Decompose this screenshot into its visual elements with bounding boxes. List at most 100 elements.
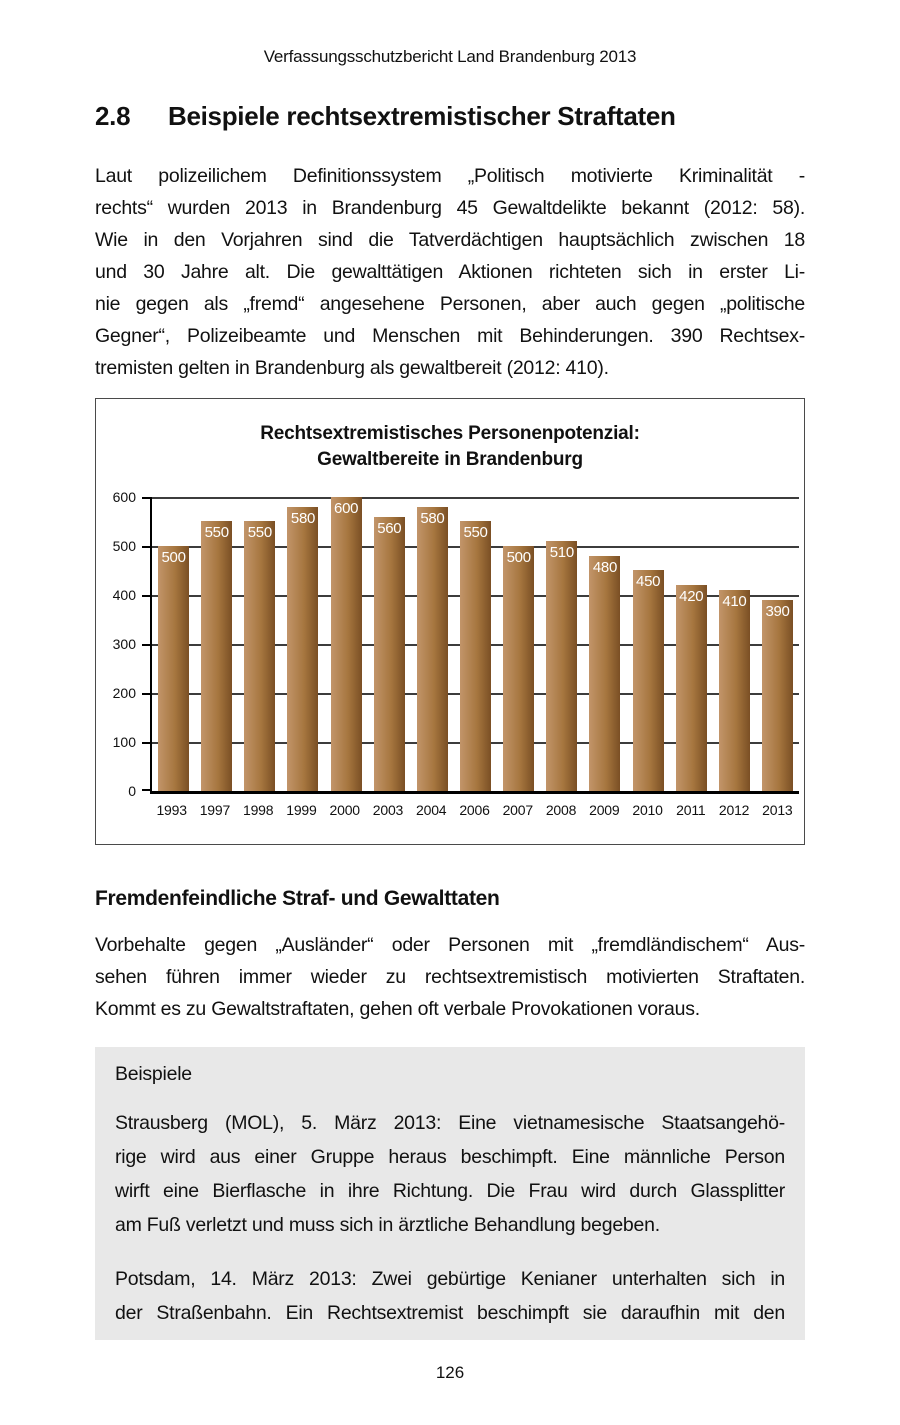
x-axis-tick-label: 2007 bbox=[502, 802, 534, 818]
bar-slot: 550 bbox=[454, 497, 497, 791]
bar-value-label: 510 bbox=[549, 544, 574, 561]
chart-title-line1: Rechtsextremistisches Personenpotenzial: bbox=[260, 423, 640, 444]
chart-y-axis-labels: 0 100 200 300 400 500 600 bbox=[96, 489, 150, 799]
y-axis-tick-mark bbox=[142, 693, 150, 695]
y-axis-tick-mark bbox=[142, 742, 150, 744]
bar-slot: 510 bbox=[540, 497, 583, 791]
bar-2004: 580 bbox=[416, 507, 448, 791]
y-axis-tick-mark bbox=[142, 595, 150, 597]
y-axis-tick-mark bbox=[142, 497, 150, 499]
y-axis-tick-label: 0 bbox=[128, 783, 136, 799]
text-line: der Straßenbahn. Ein Rechtsextremist bes… bbox=[115, 1302, 785, 1324]
bar-value-label: 550 bbox=[463, 524, 488, 541]
bar-value-label: 500 bbox=[161, 549, 186, 566]
x-axis-tick-label: 2012 bbox=[718, 802, 750, 818]
bar-value-label: 550 bbox=[247, 524, 272, 541]
bar-2011: 420 bbox=[675, 585, 707, 791]
chart-plot: 500 550 550 580 600 560 580 550 500 510 480 450 420 4… bbox=[150, 497, 799, 794]
bar-slot: 390 bbox=[756, 497, 799, 791]
x-axis-tick-label: 2006 bbox=[459, 802, 490, 818]
y-axis-tick-mark bbox=[142, 546, 150, 548]
bar-value-label: 550 bbox=[204, 524, 229, 541]
bar-2000: 600 bbox=[330, 497, 362, 791]
bar-slot: 410 bbox=[713, 497, 756, 791]
examples-box-paragraphs: Strausberg (MOL), 5. März 2013: Eine vie… bbox=[115, 1106, 785, 1330]
examples-box-title: Beispiele bbox=[115, 1063, 192, 1085]
text-line: tremisten gelten in Brandenburg als gewa… bbox=[95, 357, 609, 379]
page-header: Verfassungsschutzbericht Land Brandenbur… bbox=[263, 47, 637, 66]
gridline bbox=[152, 497, 799, 499]
y-axis-tick-label: 500 bbox=[112, 538, 136, 554]
bar-slot: 420 bbox=[670, 497, 713, 791]
x-axis-tick-label: 2011 bbox=[676, 802, 706, 818]
text-line: Wie in den Vorjahren sind die Tatverdäch… bbox=[95, 229, 805, 251]
text-line: wirft eine Bierflasche in ihre Richtung.… bbox=[115, 1180, 785, 1202]
bar-1997: 550 bbox=[201, 521, 233, 791]
bar-value-label: 450 bbox=[636, 573, 661, 590]
x-axis-tick-label: 2013 bbox=[762, 802, 793, 818]
bar-slot: 580 bbox=[411, 497, 454, 791]
y-axis-tick-label: 600 bbox=[112, 489, 136, 505]
chart-title: Rechtsextremistisches Personenpotenzial:… bbox=[96, 421, 804, 473]
bar-2008: 510 bbox=[546, 541, 578, 791]
chart-body: 0 100 200 300 400 500 600 500 550 550 580 600 560 58… bbox=[96, 489, 799, 818]
bar-value-label: 500 bbox=[506, 549, 531, 566]
examples-box: Beispiele Strausberg (MOL), 5. März 2013… bbox=[95, 1047, 805, 1340]
section-title: Beispiele rechtsextremistischer Straftat… bbox=[168, 101, 676, 131]
x-axis-tick-label: 2009 bbox=[589, 802, 620, 818]
x-axis-tick-label: 2010 bbox=[632, 802, 663, 818]
text-line: rechts“ wurden 2013 in Brandenburg 45 Ge… bbox=[95, 197, 805, 219]
text-line: Strausberg (MOL), 5. März 2013: Eine vie… bbox=[115, 1112, 785, 1134]
text-line: Gegner“, Polizeibeamte und Menschen mit … bbox=[95, 325, 805, 347]
bar-2013: 390 bbox=[762, 600, 794, 791]
bar-slot: 480 bbox=[583, 497, 626, 791]
bar-value-label: 420 bbox=[679, 588, 704, 605]
bar-value-label: 600 bbox=[334, 500, 359, 517]
chart-frame: Rechtsextremistisches Personenpotenzial:… bbox=[95, 398, 805, 845]
x-axis-tick-label: 2000 bbox=[329, 802, 361, 818]
text-line: sehen führen immer wieder zu rechtsextre… bbox=[95, 966, 805, 988]
bar-1999: 580 bbox=[287, 507, 319, 791]
bar-slot: 600 bbox=[325, 497, 368, 791]
bar-slot: 580 bbox=[281, 497, 324, 791]
x-axis-tick-label: 2004 bbox=[416, 802, 447, 818]
text-line: Vorbehalte gegen „Ausländer“ oder Person… bbox=[95, 934, 805, 956]
bar-1993: 500 bbox=[158, 546, 190, 791]
text-line: am Fuß verletzt und muss sich in ärztlic… bbox=[115, 1214, 660, 1236]
page-number: 126 bbox=[435, 1363, 465, 1382]
x-axis-tick-label: 1999 bbox=[286, 802, 317, 818]
bar-2007: 500 bbox=[503, 546, 535, 791]
bar-value-label: 410 bbox=[722, 593, 747, 610]
subsection-paragraph: Vorbehalte gegen „Ausländer“ oder Person… bbox=[95, 929, 805, 1025]
bar-value-label: 580 bbox=[290, 510, 316, 527]
y-axis-tick-label: 200 bbox=[112, 685, 136, 701]
bar-2010: 450 bbox=[632, 570, 664, 791]
text-line: nie gegen als „fremd“ angesehene Persone… bbox=[95, 293, 805, 315]
bar-2003: 560 bbox=[373, 517, 405, 791]
bar-slot: 500 bbox=[497, 497, 540, 791]
bar-value-label: 480 bbox=[592, 559, 618, 576]
y-axis-tick-label: 400 bbox=[112, 587, 136, 603]
y-axis-tick-mark bbox=[142, 644, 150, 646]
x-axis-tick-label: 1997 bbox=[199, 802, 231, 818]
bar-slot: 450 bbox=[627, 497, 670, 791]
x-axis-tick-label: 2003 bbox=[372, 802, 404, 818]
x-axis-tick-label: 1993 bbox=[156, 802, 187, 818]
text-line: rige wird aus einer Gruppe heraus beschi… bbox=[115, 1146, 785, 1168]
x-axis-tick-label: 1998 bbox=[242, 802, 274, 818]
example-paragraph: Potsdam, 14. März 2013: Zwei gebürtige K… bbox=[115, 1262, 785, 1330]
bars-row: 500 550 550 580 600 560 580 550 500 510 480 450 420 4… bbox=[152, 497, 799, 791]
chart-title-line2: Gewaltbereite in Brandenburg bbox=[317, 449, 583, 470]
bar-2012: 410 bbox=[718, 590, 750, 791]
bar-value-label: 390 bbox=[765, 603, 790, 620]
text-line: Kommt es zu Gewaltstraftaten, gehen oft … bbox=[95, 998, 700, 1020]
subsection-heading: Fremdenfeindliche Straf- und Gewalttaten bbox=[95, 887, 500, 910]
y-axis-tick-label: 300 bbox=[112, 636, 136, 652]
chart-plot-column: 500 550 550 580 600 560 580 550 500 510 480 450 420 4… bbox=[150, 497, 799, 818]
bar-value-label: 560 bbox=[377, 520, 402, 537]
text-line: und 30 Jahre alt. Die gewalttätigen Akti… bbox=[95, 261, 805, 283]
bar-2006: 550 bbox=[460, 521, 492, 791]
content-column: 2.8 Beispiele rechtsextremistischer Stra… bbox=[95, 101, 805, 1340]
bar-1998: 550 bbox=[244, 521, 276, 791]
